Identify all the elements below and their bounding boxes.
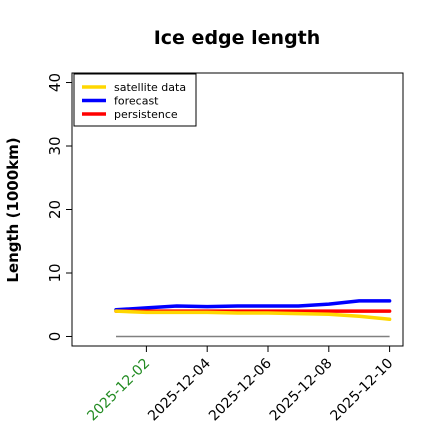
y-tick-label: 10	[46, 263, 64, 282]
legend-label: persistence	[114, 108, 178, 121]
legend-label: satellite data	[114, 81, 186, 94]
y-tick-label: 40	[46, 73, 64, 92]
x-tick-label: 2025-12-10	[328, 356, 397, 425]
y-tick-label: 30	[46, 136, 64, 155]
x-tick-label: 2025-12-08	[267, 356, 336, 425]
x-ticks: 2025-12-022025-12-042025-12-062025-12-08…	[84, 346, 396, 424]
chart-title: Ice edge length	[154, 27, 321, 49]
y-ticks: 0 10 20 30 40	[46, 73, 72, 341]
x-tick-label: 2025-12-04	[145, 355, 214, 424]
x-tick-label: 2025-12-02	[84, 356, 153, 425]
y-axis-label: Length (1000km)	[4, 137, 22, 282]
y-tick-label: 20	[46, 200, 64, 219]
x-tick-label: 2025-12-06	[206, 355, 275, 424]
series-line-forecast	[114, 299, 392, 312]
legend-label: forecast	[114, 95, 159, 108]
series-layer	[114, 299, 392, 338]
y-tick-label: 0	[46, 332, 64, 342]
series-line-satellite-data	[114, 309, 392, 322]
